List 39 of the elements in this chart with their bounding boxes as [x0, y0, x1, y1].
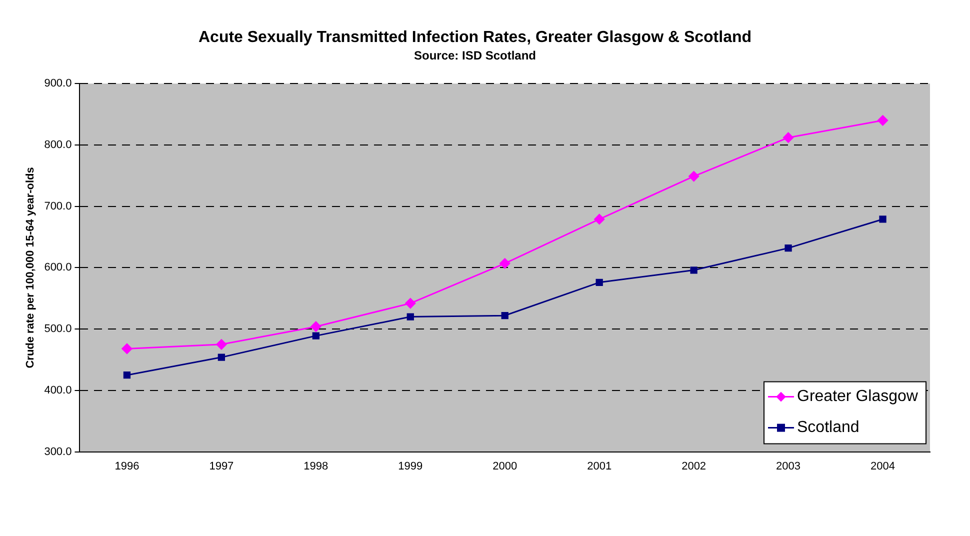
point — [218, 354, 226, 361]
point — [122, 343, 132, 354]
point — [406, 313, 414, 320]
chart-subtitle: Source: ISD Scotland — [414, 48, 536, 63]
x-tick-label: 2003 — [776, 460, 801, 472]
point — [216, 339, 227, 350]
point — [123, 372, 131, 379]
point — [878, 115, 888, 126]
chart-title: Acute Sexually Transmitted Infection Rates, Greater Glasgow & Scotland — [198, 29, 752, 46]
y-tick-label: 700.0 — [44, 200, 72, 212]
legend-label: Scotland — [797, 419, 860, 436]
y-tick-label: 800.0 — [44, 139, 72, 151]
point — [500, 258, 510, 269]
x-tick-label: 1997 — [209, 460, 234, 472]
point — [405, 298, 416, 309]
x-tick-label: 2002 — [682, 460, 706, 472]
y-tick-label: 400.0 — [44, 384, 72, 396]
point — [783, 132, 794, 143]
point — [312, 332, 320, 340]
y-tick-label: 600.0 — [44, 262, 72, 274]
point — [596, 278, 603, 286]
point — [688, 171, 700, 182]
y-tick-label: 500.0 — [44, 323, 72, 336]
point — [310, 321, 322, 332]
point — [594, 214, 605, 224]
x-tick-label: 2004 — [870, 460, 896, 472]
point — [879, 216, 886, 223]
point — [784, 244, 792, 252]
x-tick-label: 2001 — [587, 460, 612, 472]
y-tick-label: 300.0 — [44, 446, 72, 458]
x-tick-label: 1999 — [398, 460, 423, 472]
point — [690, 266, 698, 274]
legend-label: Greater Glasgow — [797, 388, 918, 406]
y-axis-title: Crude rate per 100,000 15-64 year-olds — [24, 167, 37, 368]
point — [501, 312, 508, 320]
x-tick-label: 1996 — [114, 460, 140, 472]
x-tick-label: 1998 — [304, 460, 328, 472]
y-tick-label: 900.0 — [44, 78, 72, 90]
x-tick-label: 2000 — [492, 460, 518, 472]
